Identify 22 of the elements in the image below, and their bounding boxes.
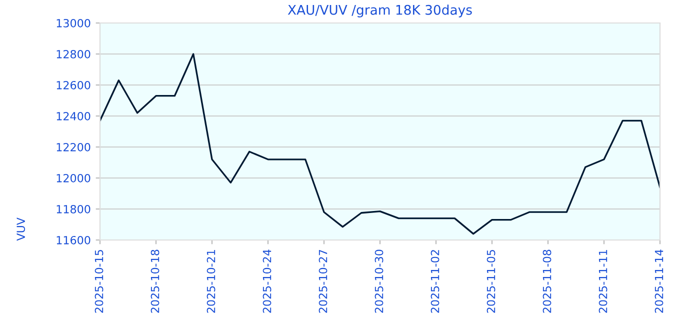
y-tick-label: 12800	[56, 50, 90, 58]
x-tick-label: 2025-10-15	[94, 250, 104, 313]
x-tick-label: 2025-10-24	[262, 250, 272, 313]
x-tick-label: 2025-11-08	[542, 250, 552, 313]
x-tick-label: 2025-11-14	[654, 250, 664, 313]
y-tick-label: 12000	[56, 174, 90, 182]
chart-title: XAU/VUV /gram 18K 30days	[288, 4, 472, 18]
y-tick-label: 11600	[56, 236, 90, 244]
y-tick-label: 13000	[56, 18, 90, 28]
x-tick-label: 2025-11-02	[430, 250, 440, 313]
y-tick-label: 12400	[56, 112, 90, 120]
x-tick-label: 2025-10-30	[374, 250, 384, 313]
y-tick-label: 11800	[56, 204, 90, 214]
x-tick-label: 2025-10-18	[150, 250, 160, 313]
x-tick-label: 2025-11-05	[486, 250, 496, 313]
x-tick-label: 2025-10-27	[318, 250, 328, 313]
y-tick-label: 12600	[56, 80, 90, 90]
x-tick-label: 2025-11-11	[598, 250, 608, 313]
y-axis-title: VUV	[16, 218, 26, 241]
line-series	[100, 53, 660, 235]
x-tick-label: 2025-10-21	[206, 250, 216, 313]
y-tick-label: 12200	[56, 142, 90, 152]
